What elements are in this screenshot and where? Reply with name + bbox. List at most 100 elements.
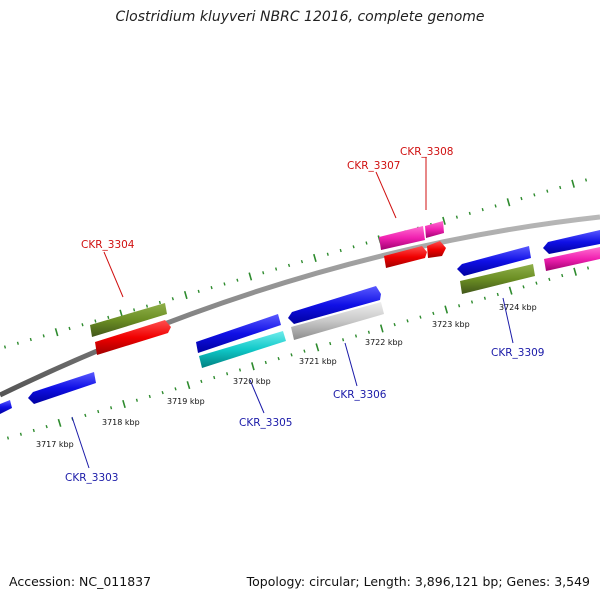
gene-blue-right-arrow[interactable] [543, 230, 600, 254]
tick-mark [379, 324, 384, 333]
tick-mark [393, 322, 396, 327]
kbp-label: 3718 kbp [102, 418, 140, 427]
tick-mark [442, 216, 446, 225]
gene-CKR_3308-arrow[interactable] [425, 221, 444, 238]
tick-mark [315, 343, 320, 352]
tick-mark [522, 285, 525, 289]
tick-mark [300, 259, 304, 264]
tick-mark [135, 398, 138, 402]
tick-mark [262, 271, 265, 275]
leader-CKR_3306 [344, 342, 358, 387]
tick-mark [81, 323, 84, 327]
tick-mark [329, 341, 332, 346]
gene-label-CKR_3306[interactable]: CKR_3306 [333, 389, 387, 401]
tick-mark [210, 286, 213, 290]
tick-mark [548, 277, 551, 282]
tick-mark [97, 409, 100, 414]
gene-blue-3723-arrow[interactable] [457, 246, 531, 276]
tick-mark [455, 215, 458, 219]
tick-mark [3, 345, 7, 349]
tick-mark [342, 338, 345, 342]
tick-mark [186, 381, 191, 390]
tick-mark [352, 245, 355, 249]
gene-CKR_3309-arrow[interactable] [460, 264, 535, 294]
tick-mark [161, 390, 164, 395]
genome-summary-text: Topology: circular; Length: 3,896,121 bp… [246, 574, 590, 589]
gene-blue-3720-arrow[interactable] [196, 314, 281, 353]
tick-mark [57, 418, 62, 427]
tick-mark [32, 428, 35, 433]
gene-label-CKR_3305[interactable]: CKR_3305 [239, 417, 292, 429]
tick-mark [213, 375, 216, 380]
tick-mark [506, 198, 511, 207]
gene-label-CKR_3303[interactable]: CKR_3303 [65, 472, 118, 484]
leader-CKR_3307 [375, 171, 397, 219]
tick-mark [287, 263, 291, 268]
kbp-label: 3723 kbp [432, 320, 470, 329]
tick-mark [313, 253, 317, 263]
gene-CKR_3307-red-arrow[interactable] [384, 246, 427, 268]
genome-backbone [0, 214, 600, 398]
leader-CKR_3303 [71, 416, 90, 469]
tick-mark [326, 252, 329, 256]
tick-mark [174, 387, 177, 391]
kbp-label: 3717 kbp [36, 440, 74, 449]
gene-CKR_3308-red-arrow[interactable] [427, 241, 446, 258]
tick-mark [494, 204, 497, 208]
map-title: Clostridium kluyveri NBRC 12016, complet… [115, 9, 485, 25]
gene-CKR_3307-arrow[interactable] [379, 226, 425, 250]
tick-mark [290, 353, 293, 357]
tick-mark [248, 272, 253, 281]
gene-label-CKR_3304[interactable]: CKR_3304 [81, 239, 135, 251]
inner-tick-track [6, 266, 590, 440]
tick-mark [54, 328, 59, 337]
tick-mark [6, 436, 10, 440]
tick-mark [571, 179, 575, 188]
tick-mark [535, 281, 538, 285]
tick-mark [586, 266, 590, 270]
tick-mark [573, 267, 577, 276]
tick-mark [354, 334, 358, 338]
tick-mark [406, 319, 409, 323]
tick-mark [339, 248, 342, 253]
tick-mark [107, 315, 110, 319]
tick-mark [223, 282, 226, 286]
leader-CKR_3305 [249, 379, 265, 414]
gene-CKR_3305-arrow[interactable] [199, 331, 286, 368]
tick-mark [468, 211, 471, 215]
gene-label-CKR_3309[interactable]: CKR_3309 [491, 347, 544, 359]
kbp-label: 3720 kbp [233, 377, 271, 386]
tick-mark [238, 368, 242, 372]
kbp-label: 3724 kbp [499, 303, 537, 312]
tick-mark [84, 413, 87, 418]
gene-CKR_3306-blue-arrow[interactable] [288, 286, 381, 324]
gene-pink-right-arrow[interactable] [544, 247, 600, 271]
tick-mark [133, 308, 136, 312]
gene-label-CKR_3307[interactable]: CKR_3307 [347, 160, 400, 172]
gene-CKR_3303-arrow[interactable] [28, 372, 96, 404]
tick-mark [584, 178, 588, 182]
gene-CKR_3304-olive-arrow[interactable] [90, 303, 167, 337]
tick-mark [200, 379, 203, 384]
tick-mark [45, 424, 48, 429]
tick-mark [68, 326, 71, 331]
tick-mark [251, 362, 255, 371]
kbp-label: 3721 kbp [299, 357, 337, 366]
tick-mark [483, 296, 486, 300]
gene-blue-arrow[interactable] [0, 400, 12, 414]
gene-CKR_3304-arrow[interactable] [95, 320, 171, 355]
tick-mark [226, 372, 229, 376]
tick-mark [458, 304, 461, 308]
tick-mark [533, 193, 536, 197]
tick-mark [110, 406, 113, 410]
tick-mark [183, 290, 188, 300]
tick-mark [470, 300, 474, 304]
gene-CKR_3306-arrow[interactable] [291, 302, 384, 340]
tick-mark [94, 319, 97, 323]
gene-label-CKR_3308[interactable]: CKR_3308 [400, 146, 453, 158]
tick-mark [559, 185, 562, 190]
gene-track [0, 221, 600, 414]
tick-mark [520, 196, 523, 201]
tick-mark [303, 349, 306, 353]
